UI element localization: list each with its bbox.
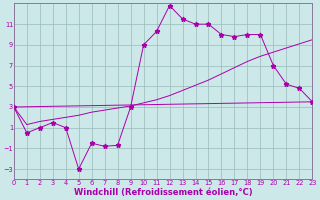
X-axis label: Windchill (Refroidissement éolien,°C): Windchill (Refroidissement éolien,°C) [74,188,252,197]
